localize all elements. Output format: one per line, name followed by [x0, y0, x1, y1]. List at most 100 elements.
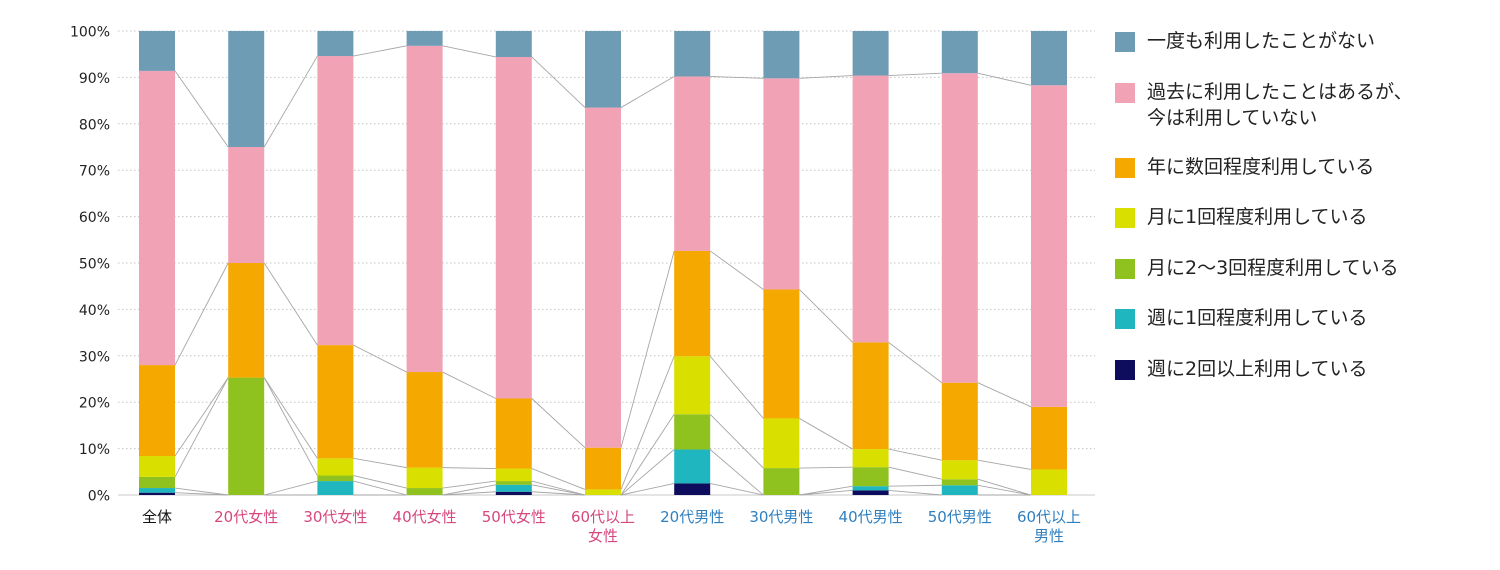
bar-segment — [852, 342, 889, 450]
connector-line — [174, 492, 229, 496]
legend-item-never-used: 一度も利用したことがない — [1113, 26, 1493, 77]
y-tick-label: 0% — [88, 489, 110, 505]
bar-segment — [139, 476, 175, 489]
legend-label: 一度も利用したことがない — [1147, 30, 1376, 52]
connector-line — [977, 72, 1032, 86]
bar-segment — [585, 447, 621, 490]
connector-line — [620, 449, 675, 496]
bar-segment — [495, 484, 532, 492]
legend-label: 過去に利用したことはあるが、 今は利用していない — [1147, 80, 1413, 129]
y-tick-label: 40% — [79, 303, 110, 319]
connector-line — [353, 480, 407, 496]
bar-segment — [674, 483, 711, 495]
bar-segment — [674, 31, 711, 77]
bar-segment — [852, 449, 889, 468]
connector-line — [263, 377, 318, 459]
bar-segment — [941, 485, 978, 495]
x-tick-label: 60代以上女性 — [571, 508, 635, 545]
bar-segment — [228, 31, 265, 147]
x-tick-label: 40代男性 — [839, 508, 903, 526]
connector-line — [442, 467, 496, 470]
x-tick-label: 30代女性 — [303, 508, 367, 526]
legend-item-twice-week: 週に2回以上利用している — [1113, 354, 1493, 405]
y-tick-label: 30% — [79, 349, 110, 365]
x-tick-label: 50代女性 — [482, 508, 546, 526]
bar-segment — [228, 263, 265, 378]
connector-line — [531, 484, 586, 496]
connector-line — [174, 377, 229, 478]
connector-line — [353, 457, 407, 469]
connector-line — [799, 485, 853, 496]
bar-segment — [941, 31, 978, 74]
bar-segment — [317, 56, 354, 346]
connector-line — [442, 484, 496, 496]
x-tick-label: 50代男性 — [928, 508, 992, 526]
bar-segment — [495, 468, 532, 482]
legend-swatch — [1115, 359, 1135, 380]
legend-item-2-3-month: 月に2〜3回程度利用している — [1113, 253, 1493, 304]
x-tick-label: 60代以上男性 — [1017, 508, 1081, 545]
bar-segment — [139, 70, 175, 366]
legend-swatch — [1115, 309, 1135, 329]
connector-line — [263, 262, 318, 346]
x-tick-label: 40代女性 — [393, 508, 457, 526]
bar-segment — [763, 78, 800, 290]
bar-segment — [406, 488, 443, 495]
bar-segment — [674, 449, 711, 484]
connector-line — [620, 414, 675, 496]
bar-segment — [763, 31, 800, 79]
y-tick-label: 70% — [79, 164, 110, 180]
connector-line — [531, 468, 586, 490]
connector-line — [888, 466, 942, 480]
connector-line — [174, 487, 229, 496]
bar-segment — [139, 365, 175, 457]
bar-segment — [1031, 85, 1067, 407]
bar-segment — [763, 289, 800, 419]
connector-line — [977, 382, 1032, 408]
legend-label: 週に2回以上利用している — [1147, 357, 1368, 380]
bar-segment — [495, 31, 532, 57]
y-tick-label: 80% — [79, 117, 110, 133]
bar-segment — [139, 492, 175, 495]
connector-line — [531, 398, 586, 449]
legend-swatch — [1115, 208, 1135, 228]
bar-segment — [406, 467, 443, 489]
y-tick-label: 100% — [70, 25, 110, 41]
bar-segment — [941, 479, 978, 486]
bar-segment — [674, 356, 711, 415]
y-tick-label: 50% — [79, 257, 110, 273]
bar-segment — [317, 475, 354, 482]
bar-segment — [1031, 31, 1067, 86]
connector-line — [888, 489, 942, 496]
bar-segment — [317, 345, 354, 459]
bar-segment — [139, 31, 175, 71]
bar-segment — [763, 418, 800, 469]
connector-line — [620, 356, 675, 490]
bar-segment — [852, 31, 889, 76]
connector-line — [799, 289, 853, 343]
connector-line — [263, 55, 318, 148]
bar-segment — [763, 468, 800, 495]
legend-item-once-month: 月に1回程度利用している — [1113, 202, 1493, 253]
connector-line — [353, 344, 407, 373]
bars — [139, 31, 1067, 495]
connector-line — [888, 72, 942, 76]
y-tick-label: 90% — [79, 71, 110, 87]
connector-line — [531, 56, 586, 108]
legend-label: 週に1回程度利用している — [1147, 307, 1368, 329]
stacked-bar-chart: 0% 10% 20% 30% 40% 50% 60% 70% 80% 90% 100% 全体 20代女… — [70, 25, 1095, 545]
bar-segment — [406, 372, 443, 468]
bar-segment — [1031, 406, 1067, 470]
y-axis-ticks: 0% 10% 20% 30% 40% 50% 60% 70% 80% 90% 100% — [70, 25, 110, 505]
bar-segment — [317, 458, 354, 476]
y-tick-label: 10% — [79, 442, 110, 458]
x-tick-label: 20代男性 — [660, 508, 724, 526]
bar-segment — [941, 460, 978, 480]
bar-segment — [941, 73, 978, 383]
connector-line — [709, 413, 764, 469]
legend-label: 月に1回程度利用している — [1147, 206, 1368, 228]
bar-segment — [317, 31, 354, 57]
legend-item-once-week: 週に1回程度利用している — [1113, 303, 1493, 354]
bar-segment — [139, 488, 175, 493]
connector-line — [710, 76, 764, 79]
